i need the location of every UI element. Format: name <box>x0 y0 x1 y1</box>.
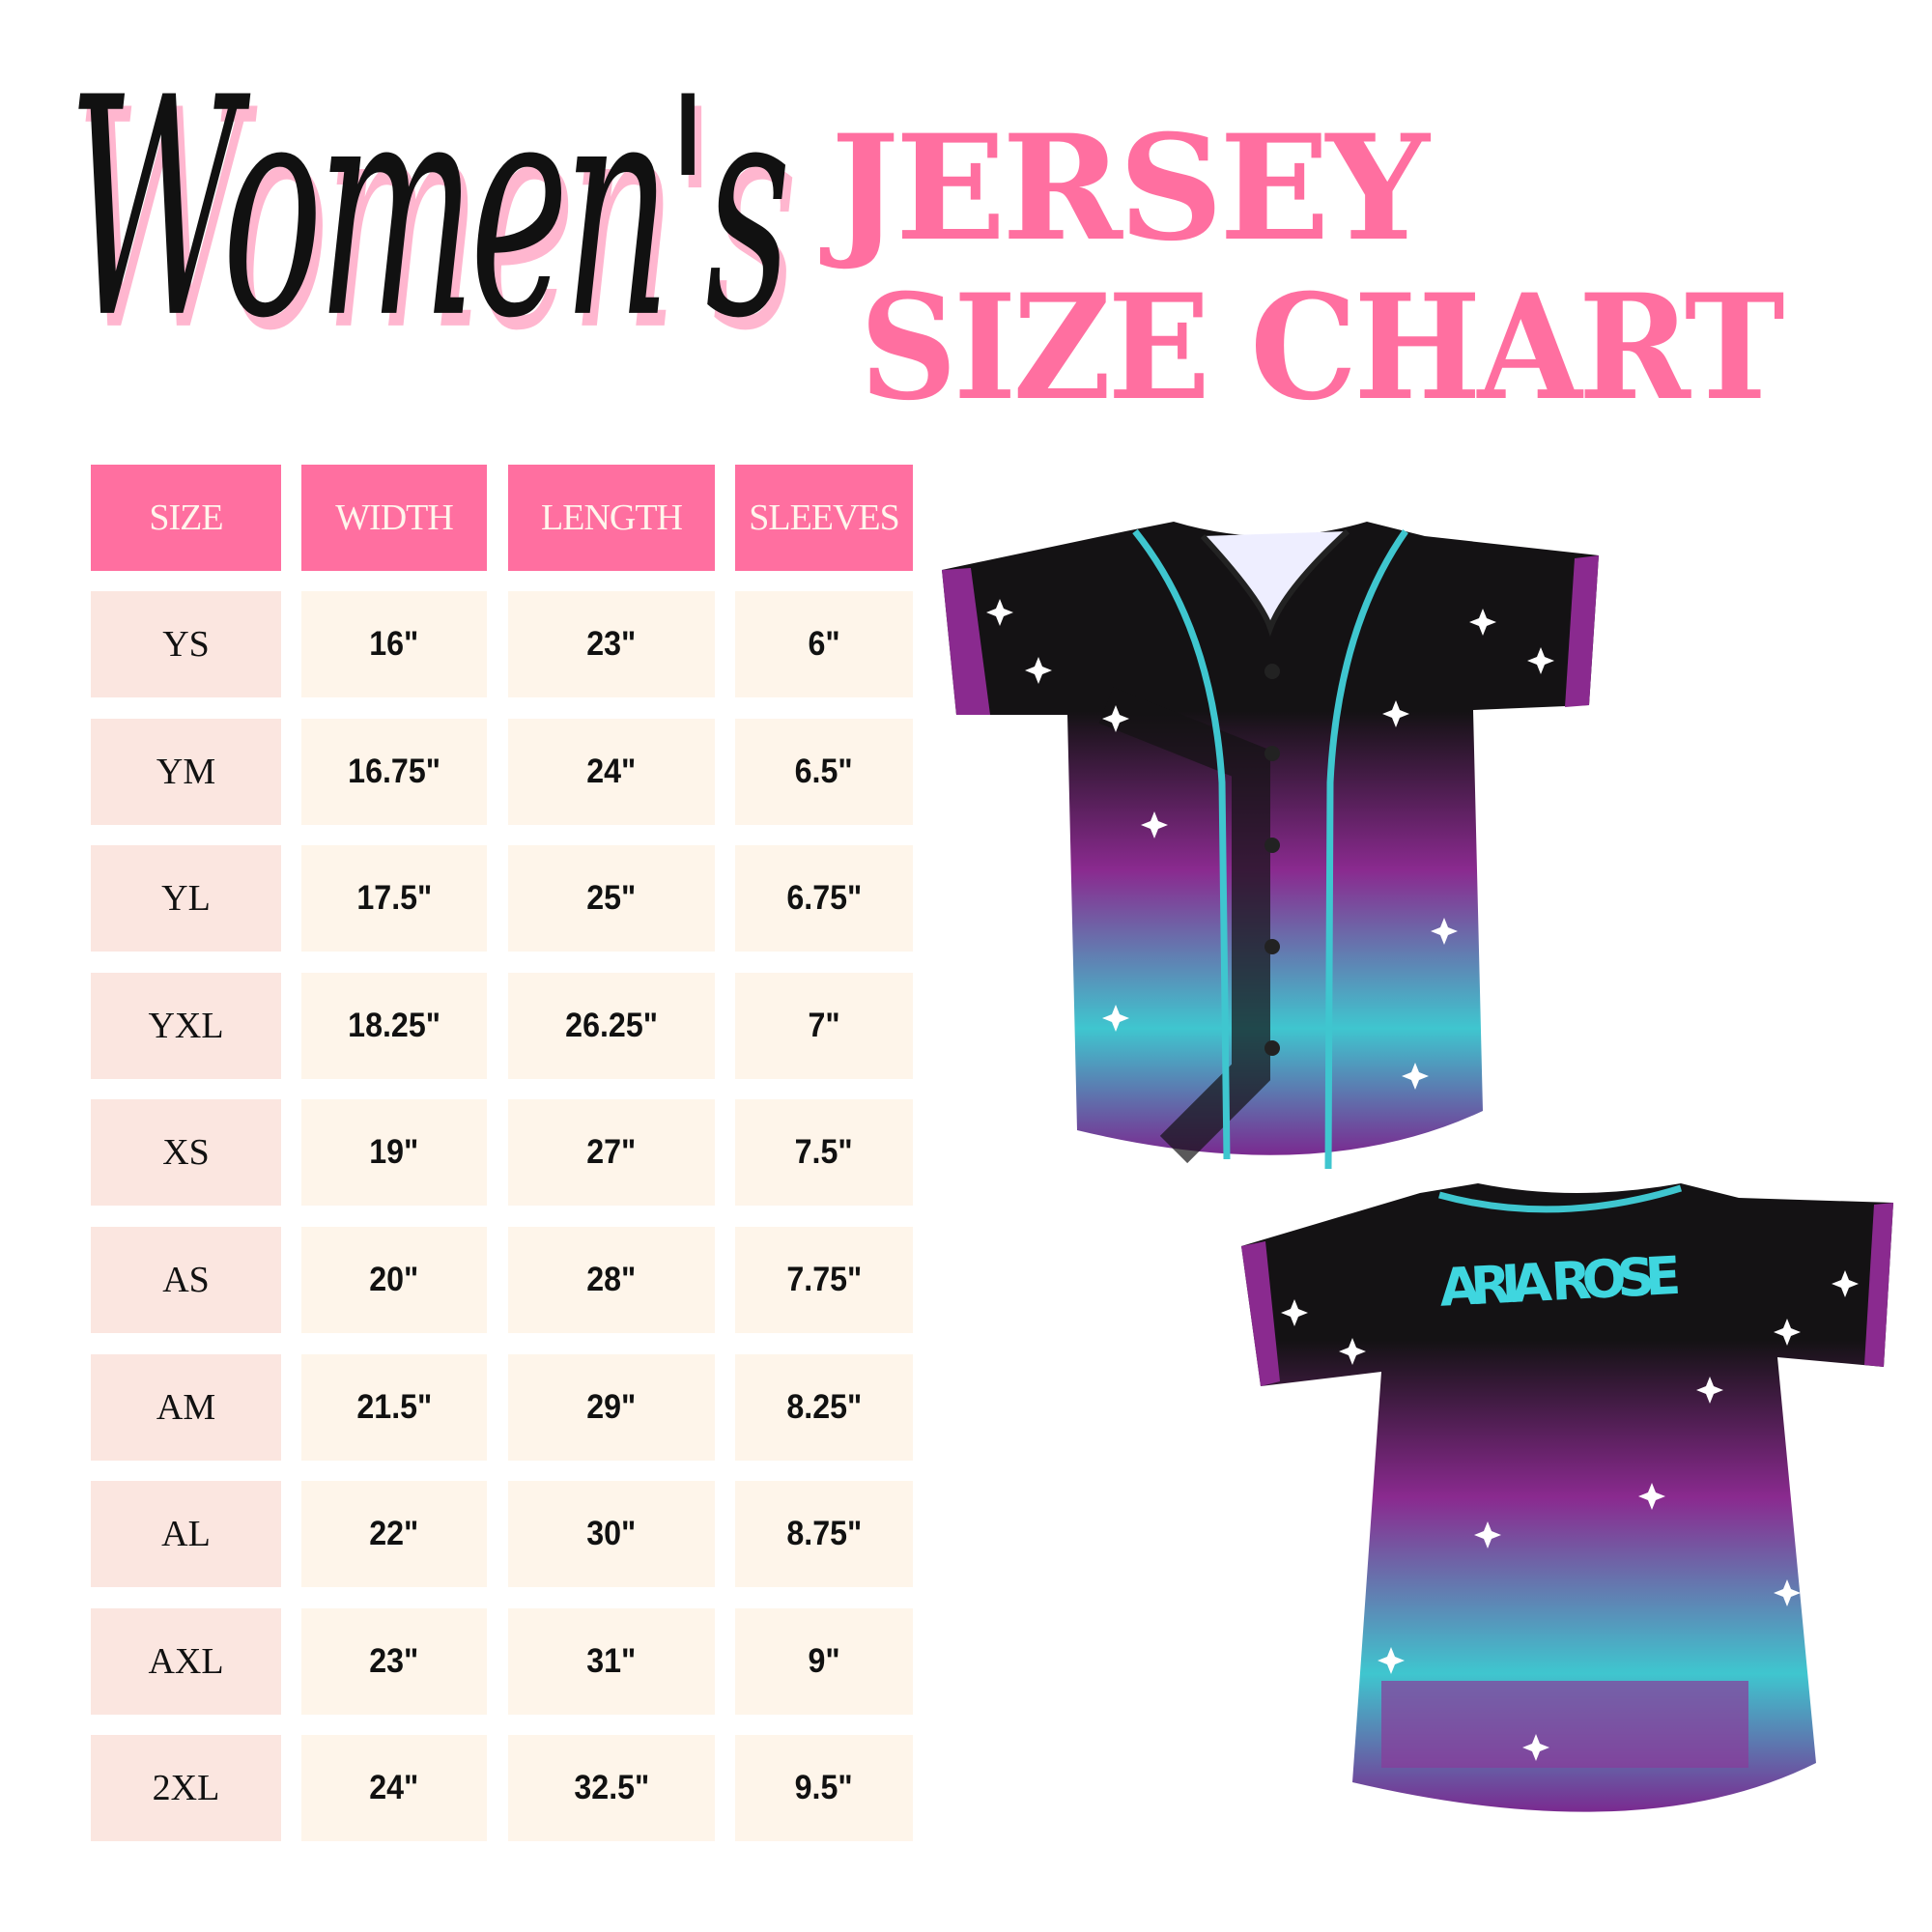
length-cell: 25" <box>508 845 715 952</box>
column-header-size-text: SIZE <box>149 497 223 538</box>
sleeves-cell: 6" <box>735 591 913 697</box>
width-cell: 21.5" <box>301 1354 487 1461</box>
size-cell: YXL <box>91 973 281 1079</box>
size-cell-text: YL <box>161 878 211 919</box>
length-cell-text: 25" <box>586 879 637 917</box>
length-cell: 23" <box>508 591 715 697</box>
width-cell: 24" <box>301 1735 487 1841</box>
length-cell-text: 31" <box>586 1642 637 1680</box>
size-cell-text: 2XL <box>152 1768 220 1808</box>
jersey-front-image <box>942 522 1599 1170</box>
size-cell: YL <box>91 845 281 952</box>
length-cell: 29" <box>508 1354 715 1461</box>
length-cell: 30" <box>508 1481 715 1587</box>
sleeves-cell: 8.75" <box>735 1481 913 1587</box>
size-cell: XS <box>91 1099 281 1206</box>
width-cell-text: 19" <box>369 1133 419 1171</box>
column-header-sleeves-text: SLEEVES <box>749 497 900 538</box>
length-cell-text: 28" <box>586 1261 637 1298</box>
size-cell-text: AXL <box>148 1641 224 1682</box>
sleeves-cell-text: 6.5" <box>794 753 854 790</box>
sleeves-cell-text: 6.75" <box>786 879 862 917</box>
width-cell-text: 16" <box>369 625 419 663</box>
sleeves-cell: 9" <box>735 1608 913 1715</box>
sleeves-cell: 6.75" <box>735 845 913 952</box>
size-cell-text: AM <box>156 1387 216 1428</box>
width-cell-text: 21.5" <box>356 1388 432 1426</box>
size-cell: 2XL <box>91 1735 281 1841</box>
sleeves-cell-text: 8.75" <box>786 1515 862 1552</box>
sleeves-cell: 7" <box>735 973 913 1079</box>
length-cell: 32.5" <box>508 1735 715 1841</box>
length-cell-text: 23" <box>586 625 637 663</box>
sleeves-cell-text: 9.5" <box>794 1769 854 1806</box>
size-cell: AM <box>91 1354 281 1461</box>
column-header-sleeves: SLEEVES <box>735 465 913 571</box>
column-header-width-text: WIDTH <box>335 497 454 538</box>
width-cell-text: 17.5" <box>356 879 432 917</box>
width-cell: 18.25" <box>301 973 487 1079</box>
title-size-chart: SIZE CHART <box>860 263 1785 433</box>
length-cell-text: 26.25" <box>565 1007 658 1044</box>
column-header-length: LENGTH <box>508 465 715 571</box>
width-cell: 20" <box>301 1227 487 1333</box>
womens-script-title: Women's <box>68 33 791 384</box>
size-cell: YS <box>91 591 281 697</box>
sleeves-cell: 9.5" <box>735 1735 913 1841</box>
width-cell: 16.75" <box>301 719 487 825</box>
length-cell-text: 29" <box>586 1388 637 1426</box>
length-cell: 31" <box>508 1608 715 1715</box>
column-header-length-text: LENGTH <box>541 497 683 538</box>
width-cell: 23" <box>301 1608 487 1715</box>
size-cell-text: AS <box>162 1260 210 1300</box>
sleeves-cell: 6.5" <box>735 719 913 825</box>
width-cell-text: 22" <box>369 1515 419 1552</box>
length-cell: 28" <box>508 1227 715 1333</box>
length-cell: 27" <box>508 1099 715 1206</box>
width-cell: 16" <box>301 591 487 697</box>
size-cell: YM <box>91 719 281 825</box>
length-cell-text: 32.5" <box>574 1769 649 1806</box>
size-cell: AXL <box>91 1608 281 1715</box>
length-cell: 24" <box>508 719 715 825</box>
size-cell-text: XS <box>162 1132 210 1173</box>
column-header-width: WIDTH <box>301 465 487 571</box>
width-cell: 19" <box>301 1099 487 1206</box>
width-cell-text: 20" <box>369 1261 419 1298</box>
width-cell-text: 16.75" <box>348 753 440 790</box>
size-cell-text: YS <box>162 624 210 665</box>
sleeves-cell-text: 8.25" <box>786 1388 862 1426</box>
length-cell-text: 27" <box>586 1133 637 1171</box>
width-cell-text: 24" <box>369 1769 419 1806</box>
column-header-size: SIZE <box>91 465 281 571</box>
sleeves-cell-text: 6" <box>808 625 840 663</box>
sleeves-cell-text: 7.5" <box>794 1133 854 1171</box>
sleeves-cell: 7.5" <box>735 1099 913 1206</box>
size-cell: AL <box>91 1481 281 1587</box>
width-cell-text: 18.25" <box>348 1007 440 1044</box>
size-cell: AS <box>91 1227 281 1333</box>
width-cell: 17.5" <box>301 845 487 952</box>
sleeves-cell-text: 9" <box>808 1642 840 1680</box>
size-cell-text: AL <box>161 1514 211 1554</box>
length-cell-text: 24" <box>586 753 637 790</box>
length-cell-text: 30" <box>586 1515 637 1552</box>
title-jersey: JERSEY <box>831 103 1430 273</box>
width-cell-text: 23" <box>369 1642 419 1680</box>
size-cell-text: YM <box>156 752 216 792</box>
sleeves-cell: 8.25" <box>735 1354 913 1461</box>
sleeves-cell-text: 7.75" <box>786 1261 862 1298</box>
sleeves-cell-text: 7" <box>808 1007 840 1044</box>
width-cell: 22" <box>301 1481 487 1587</box>
jersey-back-image: ARIA ROSE <box>1241 1183 1893 1812</box>
length-cell: 26.25" <box>508 973 715 1079</box>
jersey-name-print: ARIA ROSE <box>1438 1245 1683 1319</box>
size-cell-text: YXL <box>148 1006 224 1046</box>
sleeves-cell: 7.75" <box>735 1227 913 1333</box>
